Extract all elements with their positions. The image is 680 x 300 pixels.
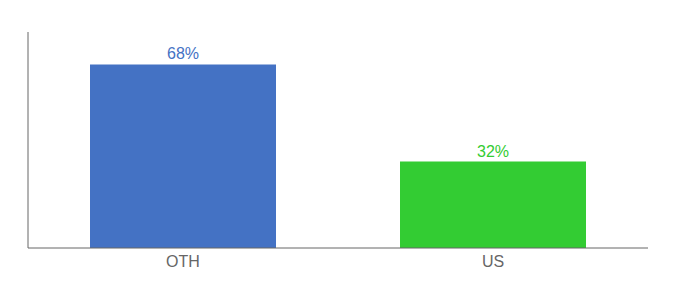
svg-text:OTH: OTH <box>166 253 200 270</box>
svg-text:32%: 32% <box>477 143 509 160</box>
svg-text:68%: 68% <box>167 45 199 62</box>
svg-text:US: US <box>482 253 504 270</box>
